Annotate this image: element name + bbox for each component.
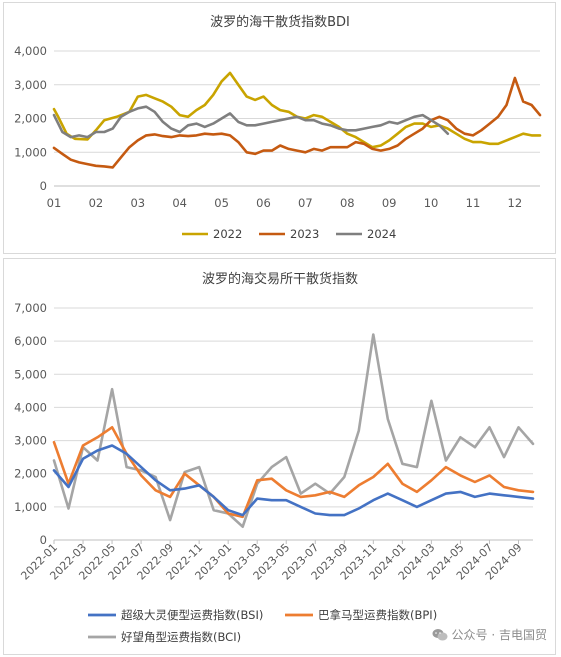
- x-tick-label: 07: [298, 196, 313, 210]
- legend-label-BPI: 巴拿马型运费指数(BPI): [318, 608, 437, 622]
- y-tick-label: 2,000: [14, 112, 47, 126]
- y-tick-label: 3,000: [14, 434, 47, 448]
- series-line-BSI: [52, 444, 535, 517]
- series-line-2024: [52, 105, 450, 139]
- x-tick-label: 12: [508, 196, 523, 210]
- y-tick-label: 4,000: [14, 44, 47, 58]
- chart-title: 波罗的海干散货指数BDI: [210, 14, 350, 30]
- x-tick-label: 11: [466, 196, 481, 210]
- y-tick-label: 4,000: [14, 400, 47, 414]
- x-tick-label: 08: [340, 196, 355, 210]
- wechat-icon: [432, 628, 448, 642]
- series-line-BPI: [52, 426, 535, 519]
- y-tick-label: 7,000: [14, 301, 47, 315]
- x-tick-label: 10: [424, 196, 439, 210]
- y-tick-label: 2,000: [14, 467, 47, 481]
- legend-label-2023: 2023: [290, 227, 319, 241]
- x-tick-label: 05: [214, 196, 229, 210]
- legend-label-BSI: 超级大灵便型运费指数(BSI): [121, 608, 263, 622]
- y-tick-label: 6,000: [14, 334, 47, 348]
- x-tick-label: 09: [382, 196, 397, 210]
- y-tick-label: 3,000: [14, 78, 47, 92]
- chart-title: 波罗的海交易所干散货指数: [202, 271, 358, 287]
- series-line-2023: [52, 76, 542, 169]
- legend-label-2022: 2022: [213, 227, 242, 241]
- bdi-chart: 波罗的海干散货指数BDI 0 1,000 2,000 3,000 4,000 01 02 03 0…: [14, 14, 542, 241]
- y-tick-label: 1,000: [14, 145, 47, 159]
- baltic-indices-chart: 波罗的海交易所干散货指数 0 1,000 2,000 3,000 4,000 5,000 6,…: [14, 271, 535, 644]
- watermark: 公众号 · 吉电国贸: [432, 626, 547, 643]
- baltic-indices-chart-panel: 波罗的海交易所干散货指数 0 1,000 2,000 3,000 4,000 5,000 6,…: [3, 258, 556, 655]
- watermark-text: 公众号 · 吉电国贸: [451, 628, 547, 642]
- y-tick-label: 5,000: [14, 367, 47, 381]
- y-tick-label: 0: [40, 179, 47, 193]
- legend-label-BCI: 好望角型运费指数(BCI): [121, 630, 241, 644]
- y-tick-label: 1,000: [14, 500, 47, 514]
- x-tick-label: 02: [89, 196, 104, 210]
- x-tick-label: 01: [47, 196, 62, 210]
- x-tick-label: 04: [172, 196, 187, 210]
- series-line-BCI: [52, 333, 535, 529]
- series-line-2022: [52, 71, 542, 149]
- x-tick-label: 03: [130, 196, 145, 210]
- legend-label-2024: 2024: [367, 227, 396, 241]
- x-tick-label: 06: [256, 196, 271, 210]
- y-tick-label: 0: [40, 533, 47, 547]
- bdi-chart-panel: 波罗的海干散货指数BDI 0 1,000 2,000 3,000 4,000 01 02 03 0…: [3, 2, 556, 254]
